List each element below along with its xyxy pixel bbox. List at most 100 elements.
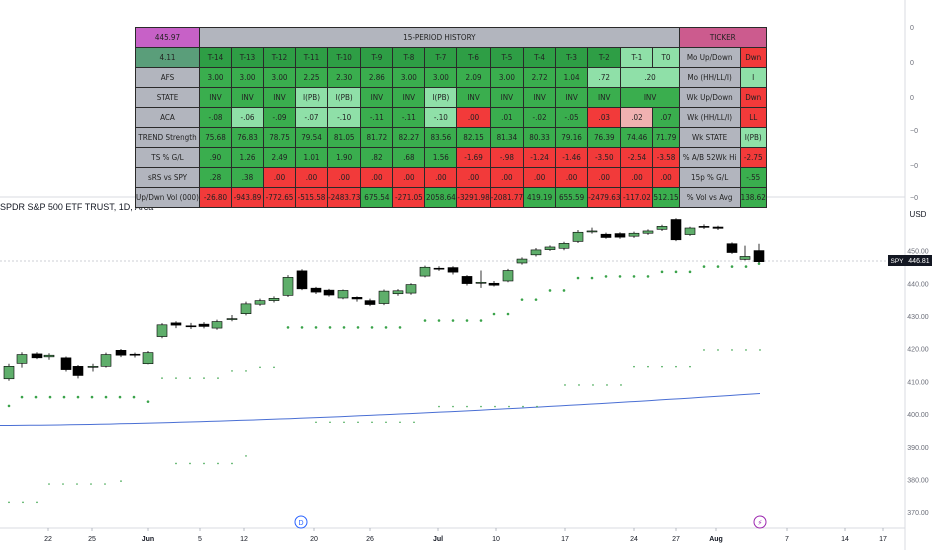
- table-cell: 3.00: [489, 67, 525, 88]
- support-dot: [76, 483, 78, 485]
- table-cell: .28: [199, 167, 232, 188]
- date-tick-label: 5: [198, 536, 202, 543]
- table-cell: 1.04: [555, 67, 589, 88]
- support-dot: [231, 462, 233, 465]
- support-dot: [385, 421, 387, 424]
- table-cell: -2.54: [620, 147, 654, 168]
- corner-value: 445.97: [135, 27, 200, 48]
- table-row: Up/Dwn Vol (000) -26.80 -943.89 -772.65 -515…: [135, 187, 767, 208]
- support-dot: [465, 319, 469, 322]
- support-dot: [189, 462, 191, 465]
- table-row: TREND Strength 75.68 76.83 78.75 79.54 81.05 8…: [135, 127, 767, 148]
- price-tick-label: 420.00: [907, 347, 929, 354]
- candle-body: [419, 266, 431, 277]
- candle-body: [586, 230, 598, 233]
- date-tick-label: 14: [841, 536, 849, 543]
- table-cell: .07: [652, 107, 680, 128]
- table-cell: 2.49: [263, 147, 296, 168]
- support-dot: [104, 483, 106, 485]
- support-dot: [34, 395, 38, 399]
- support-dot: [452, 405, 454, 408]
- period-header: T-9: [360, 47, 394, 68]
- table-cell: 3.00: [199, 67, 232, 88]
- right-label: Wk Up/Down: [678, 87, 741, 108]
- support-dot: [20, 395, 24, 399]
- support-dot: [646, 275, 650, 278]
- support-dot: [90, 395, 94, 399]
- earnings-marker[interactable]: [753, 515, 767, 529]
- candle-body: [3, 366, 15, 380]
- currency-label[interactable]: USD: [909, 210, 927, 219]
- date-axis[interactable]: 22 25 Jun 5 12 20 26 Jul 10 17 24 27 Aug 7 14 17: [44, 528, 887, 543]
- table-cell: -117.02: [620, 187, 654, 208]
- candle-body: [405, 284, 417, 294]
- support-dot: [534, 298, 538, 301]
- support-dot: [479, 319, 483, 322]
- symbol-title[interactable]: SPDR S&P 500 ETF TRUST, 1D, Arca: [0, 202, 154, 212]
- right-label: % A/B 52Wk Hi: [678, 147, 741, 168]
- support-dot: [36, 501, 38, 504]
- right-value: -.55: [739, 167, 767, 188]
- table-header-row: 445.97 15-PERIOD HISTORY TICKER: [135, 27, 767, 48]
- support-dot: [273, 366, 275, 369]
- table-row: TS % G/L .90 1.26 2.49 1.01 1.90.82.68 1.56 -1.…: [135, 147, 767, 168]
- support-dot: [217, 377, 219, 379]
- candle-body: [698, 226, 710, 228]
- date-tick-label: 27: [672, 536, 680, 543]
- table-cell: INV: [263, 87, 296, 108]
- price-tick-label: 400.00: [907, 412, 929, 419]
- table-cell: INV: [489, 87, 525, 108]
- support-dot: [520, 298, 524, 301]
- date-tick-label: 24: [630, 536, 638, 543]
- right-label: Mo (HH/LL/I): [678, 67, 741, 88]
- table-cell: -2483.73: [326, 187, 362, 208]
- candle-body: [337, 290, 349, 299]
- candle-body: [530, 249, 542, 256]
- upper-tick-label: 0: [910, 25, 914, 32]
- table-cell: -772.65: [263, 187, 296, 208]
- support-dot: [466, 405, 468, 408]
- date-tick-label: 20: [310, 536, 318, 543]
- support-dot: [370, 326, 374, 329]
- table-cell: -2081.77: [489, 187, 525, 208]
- table-cell: 79.54: [295, 127, 328, 148]
- period-header: T-5: [489, 47, 525, 68]
- dividend-marker[interactable]: [294, 515, 308, 529]
- table-cell: 80.33: [523, 127, 557, 148]
- support-dot: [76, 395, 80, 399]
- table-cell: .00: [360, 167, 394, 188]
- period-header: T-4: [523, 47, 557, 68]
- table-cell: 81.72: [360, 127, 394, 148]
- candle-body: [198, 323, 210, 327]
- row-label: STATE: [135, 87, 200, 108]
- table-cell: -.05: [555, 107, 589, 128]
- date-tick-label: Jul: [433, 536, 443, 543]
- support-dot: [578, 384, 580, 386]
- row-label: Up/Dwn Vol (000): [135, 187, 200, 208]
- data-table: 445.97 15-PERIOD HISTORY TICKER 4.11 T-1…: [135, 27, 767, 208]
- candle-body: [268, 298, 280, 301]
- candle-body: [684, 227, 696, 235]
- date-tick-label: 25: [88, 536, 96, 543]
- support-dot: [675, 365, 677, 368]
- support-dot: [536, 405, 538, 408]
- earnings-marker-label: ⚡: [758, 519, 763, 527]
- table-cell: 2.30: [326, 67, 362, 88]
- table-row: ACA -.08 -.06 -.09 -.07 -.10 -.11 -.11 -.10.00.0…: [135, 107, 767, 128]
- support-dot: [674, 270, 678, 274]
- table-cell: .00: [263, 167, 296, 188]
- candle-body: [656, 226, 668, 230]
- support-dot: [231, 370, 233, 372]
- table-cell: 76.39: [587, 127, 622, 148]
- dividend-marker-label: D: [298, 520, 303, 527]
- period-header: T-6: [456, 47, 491, 68]
- candle-body: [43, 354, 55, 358]
- price-axis[interactable]: 450.00 440.00 430.00 420.00 410.00 400.00 390.…: [907, 249, 929, 518]
- candle-body: [142, 352, 154, 365]
- candle-body: [392, 290, 404, 295]
- price-tick-label: 380.00: [907, 477, 929, 484]
- date-tick-label: 17: [561, 536, 569, 543]
- table-cell: 3.00: [231, 67, 264, 88]
- candle-body: [129, 353, 141, 356]
- table-cell: 78.75: [263, 127, 296, 148]
